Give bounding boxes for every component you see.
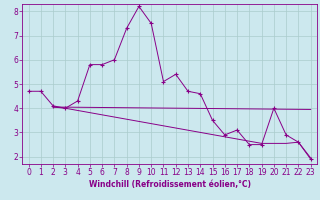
X-axis label: Windchill (Refroidissement éolien,°C): Windchill (Refroidissement éolien,°C) bbox=[89, 180, 251, 189]
